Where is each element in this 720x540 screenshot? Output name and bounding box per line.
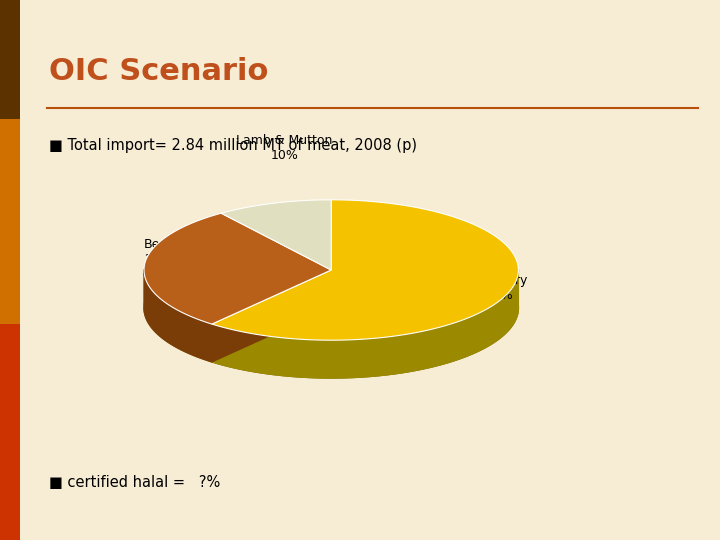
Bar <box>0 0 20 119</box>
Polygon shape <box>144 213 331 324</box>
Text: Lamb & Mutton
10%: Lamb & Mutton 10% <box>236 134 333 162</box>
Polygon shape <box>144 238 518 378</box>
Text: OIC Scenario: OIC Scenario <box>49 57 269 86</box>
Polygon shape <box>212 270 331 362</box>
Polygon shape <box>212 200 518 340</box>
Polygon shape <box>212 270 331 362</box>
Bar <box>0 119 20 324</box>
Polygon shape <box>212 269 518 378</box>
Bar <box>0 324 20 540</box>
Text: ■ Total import= 2.84 million MT of meat, 2008 (p): ■ Total import= 2.84 million MT of meat,… <box>49 138 417 153</box>
Text: Beef
29%: Beef 29% <box>143 239 172 266</box>
Text: ■ certified halal =   ?%: ■ certified halal = ?% <box>49 475 220 490</box>
Text: Poultry
61%: Poultry 61% <box>485 274 528 301</box>
Polygon shape <box>144 269 212 362</box>
Polygon shape <box>221 200 331 270</box>
